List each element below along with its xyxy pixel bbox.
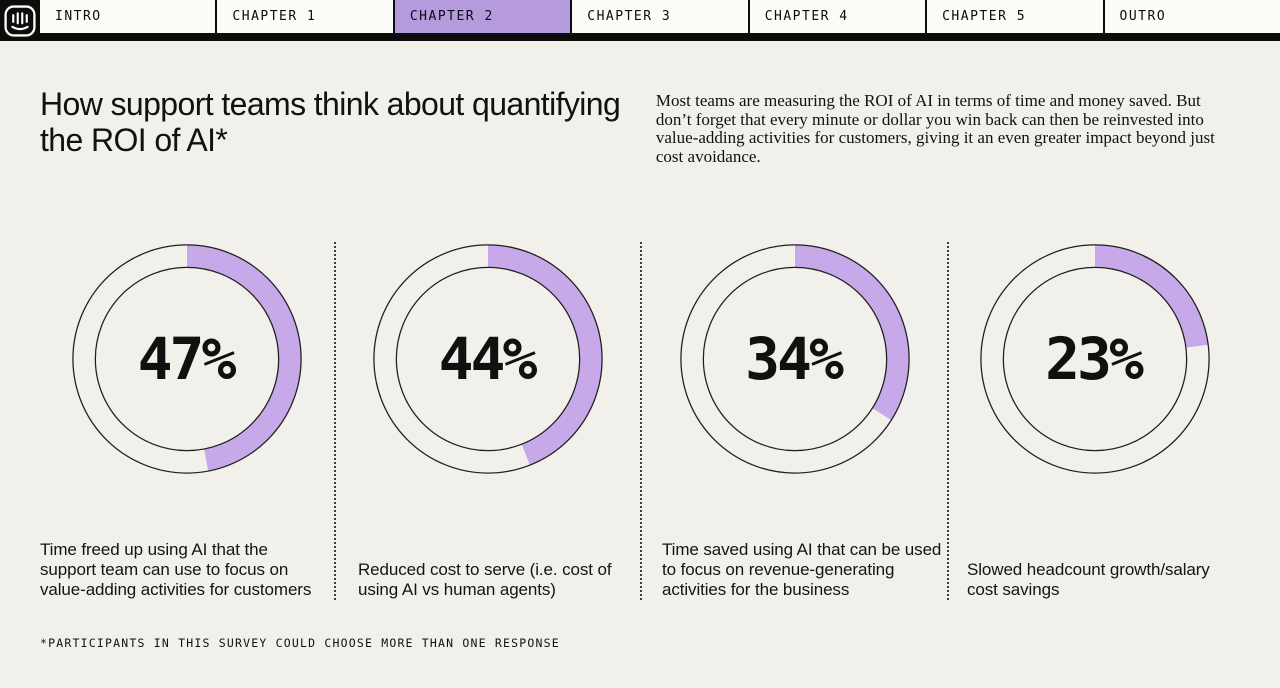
donut-arc-2 — [373, 244, 603, 474]
chart-column-4: 23% Slowed headcount growth/salary cost … — [947, 242, 1240, 600]
intercom-logo[interactable] — [0, 0, 40, 41]
donut-caption-3: Time saved using AI that can be used to … — [662, 540, 942, 599]
intro-paragraph: Most teams are measuring the ROI of AI i… — [655, 91, 1215, 166]
donut-charts-row: 47% Time freed up using AI that the supp… — [40, 242, 1240, 600]
page-title: How support teams think about quantifyin… — [40, 86, 621, 158]
tab-chapter-3[interactable]: CHAPTER 3 — [572, 0, 750, 33]
donut-caption-4: Slowed headcount growth/salary cost savi… — [967, 560, 1210, 599]
chart-column-2: 44% Reduced cost to serve (i.e. cost of … — [334, 242, 640, 600]
survey-footnote: *PARTICIPANTS IN THIS SURVEY COULD CHOOS… — [40, 636, 560, 650]
donut-arc-4 — [980, 244, 1209, 474]
tab-chapter-5[interactable]: CHAPTER 5 — [927, 0, 1105, 33]
tab-chapter-4[interactable]: CHAPTER 4 — [749, 0, 928, 33]
donut-caption-1: Time freed up using AI that the support … — [40, 540, 312, 599]
slide-content: How support teams think about quantifyin… — [0, 86, 1280, 650]
tab-chapter-2[interactable]: CHAPTER 2 — [394, 0, 573, 33]
donut-caption-2: Reduced cost to serve (i.e. cost of usin… — [358, 560, 612, 599]
header-row: How support teams think about quantifyin… — [40, 86, 1240, 166]
donut-value-2: 44% — [438, 325, 538, 393]
tab-intro[interactable]: INTRO — [40, 0, 218, 33]
tab-chapter-1[interactable]: CHAPTER 1 — [217, 0, 395, 33]
top-nav: INTRO CHAPTER 1 CHAPTER 2 CHAPTER 3 CHAP… — [0, 0, 1280, 41]
donut-arc-1 — [72, 244, 302, 474]
donut-value-3: 34% — [745, 325, 844, 393]
intercom-logo-icon — [4, 5, 36, 37]
donut-value-4: 23% — [1045, 325, 1144, 393]
donut-chart-2: 44% — [371, 242, 605, 476]
donut-value-1: 47% — [137, 325, 237, 393]
chart-column-3: 34% Time saved using AI that can be used… — [640, 242, 947, 600]
donut-chart-3: 34% — [678, 242, 912, 476]
chapter-tabs: INTRO CHAPTER 1 CHAPTER 2 CHAPTER 3 CHAP… — [40, 0, 1280, 33]
tab-outro[interactable]: OUTRO — [1104, 0, 1280, 33]
donut-chart-1: 47% — [70, 242, 304, 476]
donut-arc-3 — [680, 244, 909, 474]
chart-column-1: 47% Time freed up using AI that the supp… — [40, 242, 334, 600]
donut-chart-4: 23% — [978, 242, 1212, 476]
